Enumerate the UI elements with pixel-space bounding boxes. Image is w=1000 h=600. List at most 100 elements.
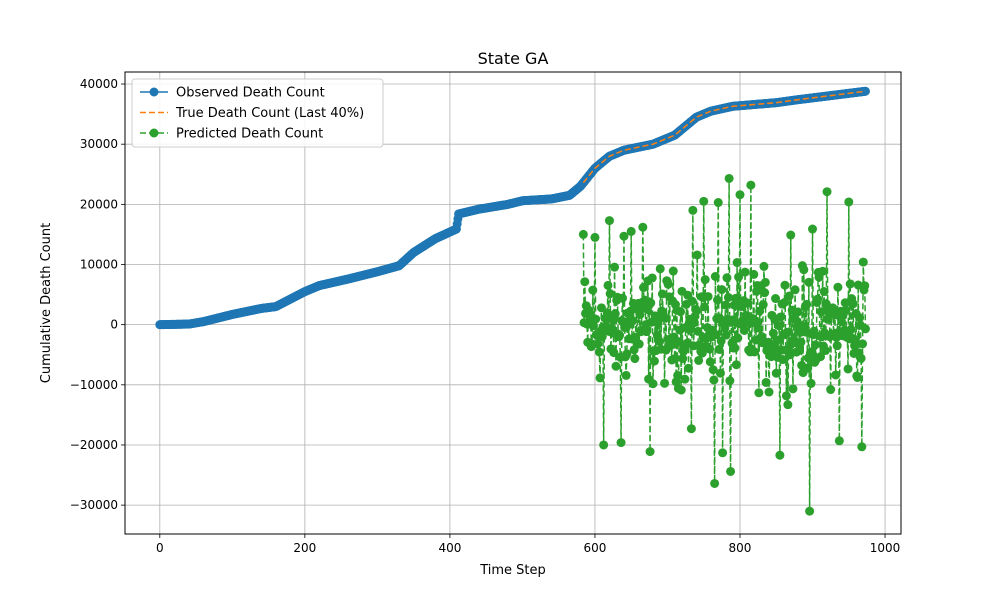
y-tick-label: 0 xyxy=(110,318,118,332)
predicted-point xyxy=(708,365,718,375)
predicted-point xyxy=(844,197,854,207)
legend: Observed Death Count True Death Count (La… xyxy=(131,78,384,148)
predicted-point xyxy=(699,302,709,312)
predicted-point xyxy=(626,226,636,236)
predicted-point xyxy=(720,300,730,310)
predicted-point xyxy=(850,335,860,345)
predicted-point xyxy=(645,447,655,457)
predicted-point xyxy=(816,307,826,317)
predicted-point xyxy=(655,264,665,274)
predicted-point xyxy=(734,272,744,282)
plot-series xyxy=(155,86,870,516)
predicted-point xyxy=(792,347,802,357)
predicted-point xyxy=(697,292,707,302)
predicted-point xyxy=(760,277,770,287)
true-death-line xyxy=(582,90,866,184)
predicted-point xyxy=(802,299,812,309)
predicted-point xyxy=(594,347,604,357)
predicted-point xyxy=(860,324,870,334)
predicted-point xyxy=(732,258,742,268)
predicted-point xyxy=(660,378,670,388)
predicted-point xyxy=(804,277,814,287)
predicted-point xyxy=(731,360,741,370)
predicted-point xyxy=(676,307,686,317)
predicted-point xyxy=(808,224,818,234)
predicted-point xyxy=(760,288,770,298)
x-tick-label: 800 xyxy=(729,541,752,555)
predicted-point xyxy=(786,230,796,240)
predicted-point xyxy=(840,298,850,308)
predicted-point xyxy=(818,266,828,276)
predicted-point xyxy=(801,327,811,337)
predicted-point xyxy=(833,282,843,292)
predicted-point xyxy=(774,321,784,331)
predicted-point xyxy=(771,368,781,378)
legend-marker xyxy=(149,87,159,97)
predicted-point xyxy=(845,279,855,289)
predicted-point xyxy=(700,275,710,285)
predicted-point xyxy=(759,261,769,271)
predicted-point xyxy=(590,232,600,242)
y-tick-label: 20000 xyxy=(80,197,118,211)
predicted-point xyxy=(746,180,756,190)
predicted-point xyxy=(703,292,713,302)
predicted-point xyxy=(806,378,816,388)
predicted-point xyxy=(779,298,789,308)
predicted-point xyxy=(692,250,702,260)
predicted-point xyxy=(781,391,791,401)
predicted-point xyxy=(725,376,735,386)
predicted-point xyxy=(848,299,858,309)
plot-frame xyxy=(124,71,902,535)
predicted-point xyxy=(673,370,683,380)
predicted-point xyxy=(716,336,726,346)
predicted-point xyxy=(856,353,866,363)
predicted-point xyxy=(810,340,820,350)
predicted-point xyxy=(753,323,763,333)
predicted-point xyxy=(790,285,800,295)
predicted-point xyxy=(680,374,690,384)
predicted-point xyxy=(699,196,709,206)
predicted-point xyxy=(730,343,740,353)
predicted-point xyxy=(599,440,609,450)
predicted-point xyxy=(743,298,753,308)
predicted-point xyxy=(648,379,658,389)
predicted-point xyxy=(591,314,601,324)
legend-label: Predicted Death Count xyxy=(176,127,323,142)
legend-marker xyxy=(149,128,159,138)
predicted-point xyxy=(768,328,778,338)
predicted-point xyxy=(758,300,768,310)
predicted-point xyxy=(858,257,868,267)
predicted-point xyxy=(714,344,724,354)
predicted-point xyxy=(621,370,631,380)
predicted-point xyxy=(710,478,720,488)
predicted-point xyxy=(834,436,844,446)
predicted-point xyxy=(775,450,785,460)
predicted-point xyxy=(754,388,764,398)
predicted-point xyxy=(619,231,629,241)
predicted-point xyxy=(646,298,656,308)
predicted-point xyxy=(588,285,598,295)
predicted-point xyxy=(723,292,733,302)
predicted-point xyxy=(819,287,829,297)
predicted-point xyxy=(771,294,781,304)
predicted-point xyxy=(657,289,667,299)
predicted-point xyxy=(694,355,704,365)
y-tick-label: 30000 xyxy=(80,137,118,151)
x-tick-label: 400 xyxy=(438,541,461,555)
predicted-point xyxy=(858,339,868,349)
predicted-point xyxy=(784,291,794,301)
predicted-point xyxy=(713,295,723,305)
predicted-markers xyxy=(578,173,870,516)
predicted-point xyxy=(713,198,723,208)
predicted-point xyxy=(580,277,590,287)
predicted-point xyxy=(663,279,673,289)
predicted-point xyxy=(610,309,620,319)
predicted-point xyxy=(780,280,790,290)
predicted-point xyxy=(826,385,836,395)
y-tick-label: 10000 xyxy=(80,258,118,272)
predicted-point xyxy=(776,312,786,322)
predicted-point xyxy=(634,339,644,349)
y-axis-label: Cumulative Death Count xyxy=(39,223,54,383)
predicted-point xyxy=(605,289,615,299)
predicted-point xyxy=(793,307,803,317)
